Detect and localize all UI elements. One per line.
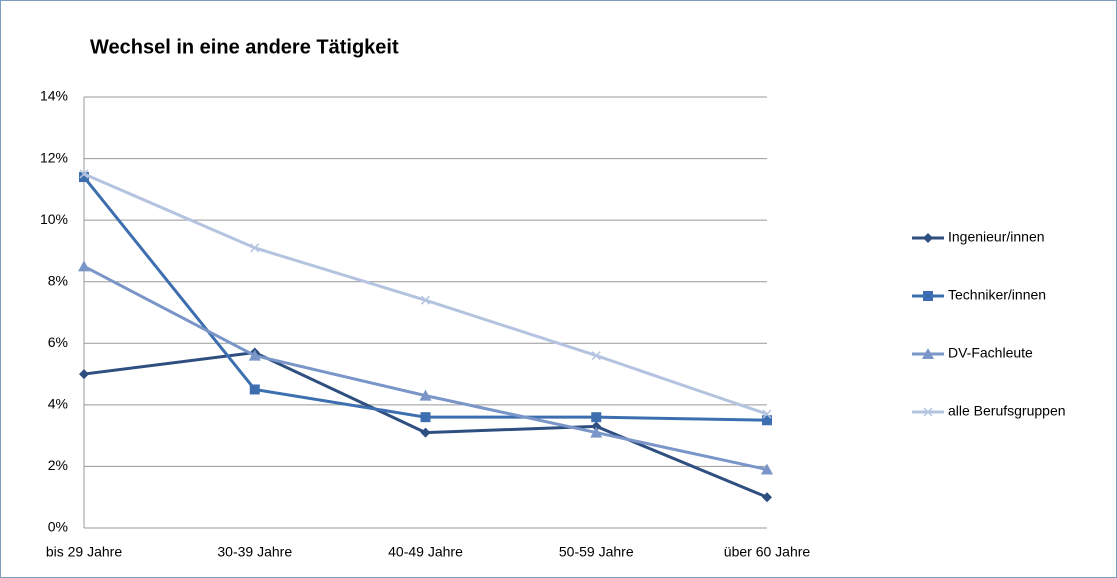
y-tick-label: 10% (40, 211, 68, 227)
point (79, 369, 89, 380)
x-tick-label: über 60 Jahre (724, 544, 811, 560)
y-tick-label: 0% (48, 519, 68, 535)
y-tick-label: 4% (48, 396, 68, 412)
y-tick-label: 2% (48, 457, 68, 473)
x-tick-label: 40-49 Jahre (388, 544, 463, 560)
y-tick-label: 8% (48, 272, 68, 288)
point (250, 243, 260, 253)
point (419, 389, 432, 401)
y-tick-label: 14% (40, 88, 68, 104)
point (79, 169, 89, 179)
point (762, 415, 772, 426)
legend-marker (923, 291, 933, 301)
point (761, 463, 773, 475)
point (78, 260, 90, 272)
legend-label: alle Berufsgruppen (948, 403, 1066, 419)
point (420, 427, 431, 438)
legend-marker (923, 407, 933, 417)
x-tick-label: 30-39 Jahre (217, 544, 292, 560)
x-tick-label: bis 29 Jahre (46, 544, 122, 560)
point (590, 426, 603, 438)
point (762, 409, 772, 419)
point (79, 172, 89, 183)
point (420, 295, 431, 305)
legend-label: Techniker/innen (948, 287, 1046, 303)
y-tick-label: 6% (48, 334, 68, 350)
point (420, 412, 431, 423)
legend-label: DV-Fachleute (948, 345, 1033, 361)
point (248, 349, 261, 361)
point (591, 412, 602, 423)
legend-marker (923, 233, 933, 243)
legend-marker (922, 348, 934, 359)
point (591, 351, 601, 361)
chart-title: Wechsel in eine andere Tätigkeit (90, 36, 399, 58)
legend-label: Ingenieur/innen (948, 229, 1045, 245)
point (249, 384, 260, 395)
point (591, 421, 602, 432)
point (762, 492, 772, 503)
y-tick-label: 12% (40, 149, 68, 165)
x-tick-label: 50-59 Jahre (559, 544, 634, 560)
